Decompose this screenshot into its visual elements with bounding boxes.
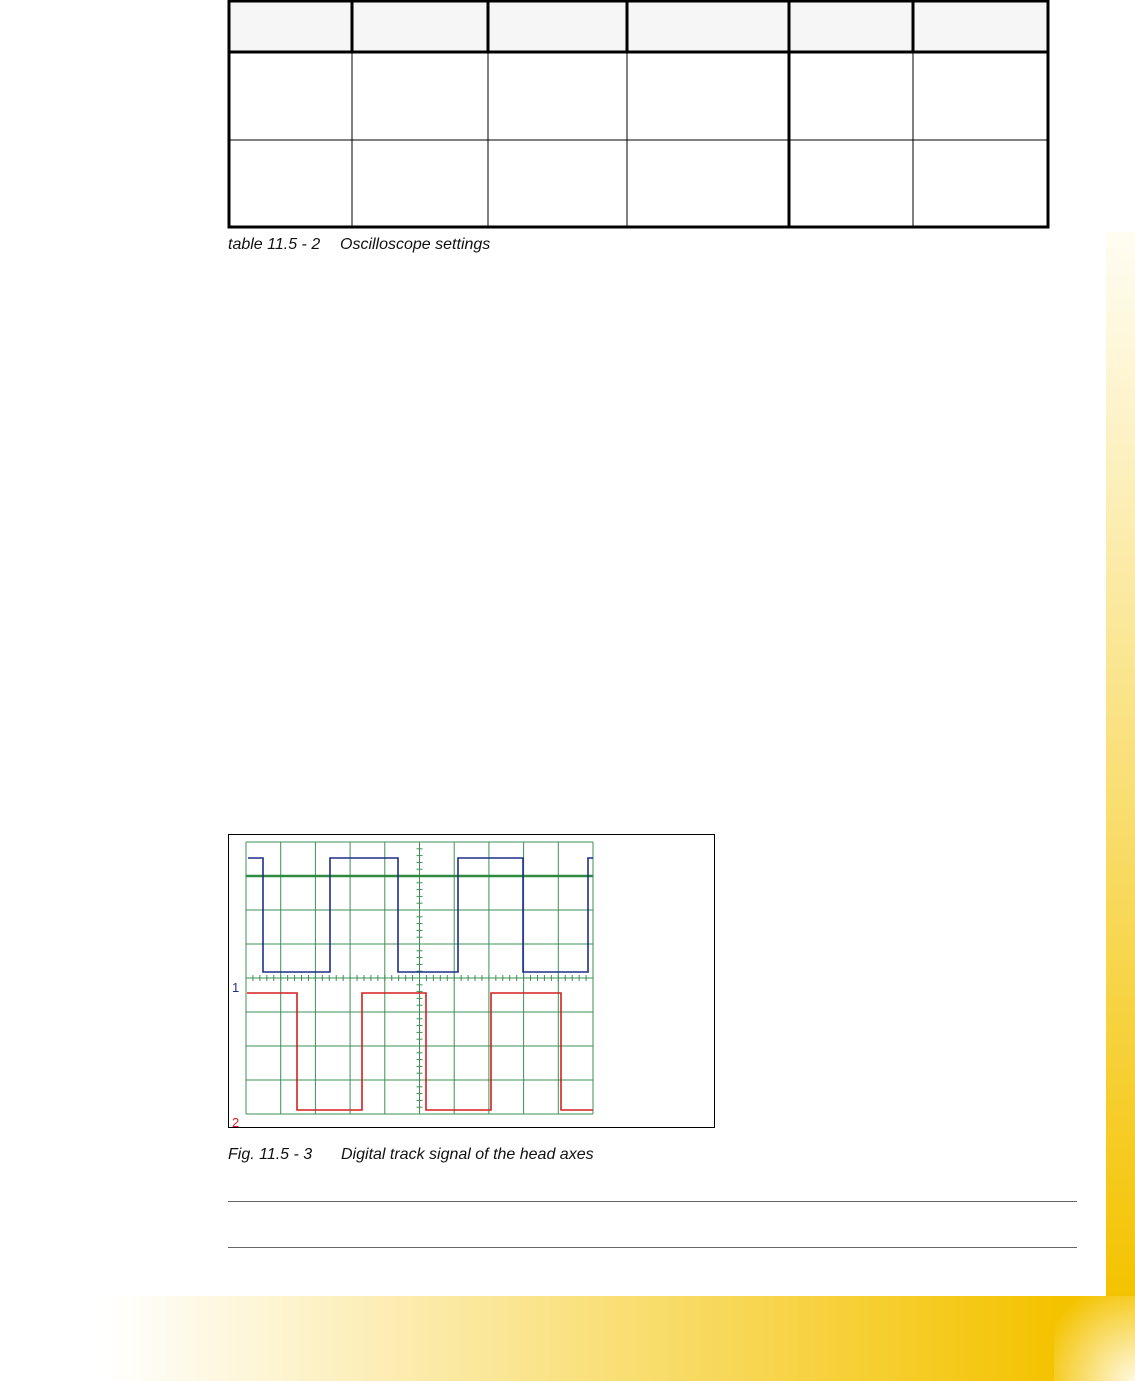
- caption-number: Fig. 11.5 - 3: [228, 1146, 313, 1163]
- scope-grid: [245, 841, 594, 1115]
- corner-block: [1054, 1296, 1135, 1381]
- figure-frame: [228, 834, 715, 1128]
- table-caption: table 11.5 - 2 Oscilloscope settings: [228, 236, 490, 254]
- channel-2-trace: [247, 992, 593, 1111]
- channel-1-trace: [248, 857, 593, 973]
- channel-label: 2: [232, 1115, 239, 1130]
- side-bar: [1106, 232, 1135, 1296]
- caption-number: table 11.5 - 2: [228, 236, 321, 253]
- bottom-bar: [105, 1296, 1054, 1381]
- figure-caption: Fig. 11.5 - 3 Digital track signal of the…: [228, 1146, 594, 1164]
- table: [227, 0, 1050, 229]
- channel-label: 1: [232, 980, 239, 995]
- caption-title: Digital track signal of the head axes: [341, 1146, 594, 1163]
- caption-title: Oscilloscope settings: [340, 236, 491, 253]
